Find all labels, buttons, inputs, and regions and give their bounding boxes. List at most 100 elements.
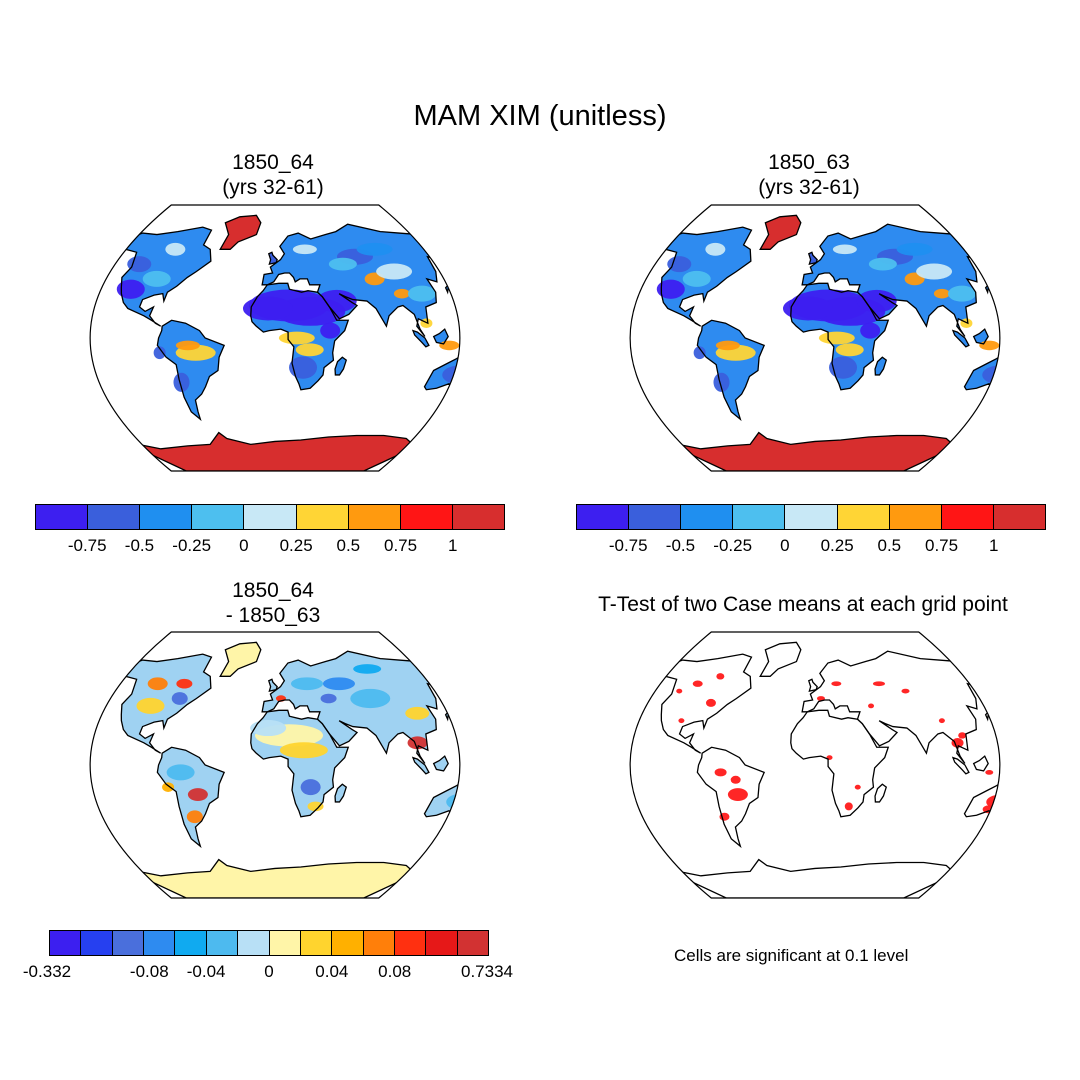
coastline-madagascar	[334, 356, 348, 376]
coastline-japan	[444, 272, 456, 295]
colorbar-tick-label: 0.5	[877, 536, 902, 555]
coastline-japan	[984, 272, 996, 295]
map-panel-ttest	[629, 631, 1040, 899]
map-data-cell	[116, 279, 145, 299]
land-sumatra	[952, 757, 969, 774]
colorbar-swatch	[332, 931, 364, 955]
coastline-northamerica	[638, 226, 753, 327]
map-data-cell	[676, 688, 683, 694]
map-content	[98, 214, 500, 471]
colorbar-swatch	[144, 931, 176, 955]
map-data-cell	[147, 677, 168, 691]
map-data-cell	[279, 742, 328, 759]
colorbar-tick-label: 0	[239, 536, 249, 555]
land-southamerica	[697, 320, 765, 420]
map-coastlines	[638, 641, 1040, 898]
map-data-cell	[730, 775, 741, 784]
map-data-cell	[290, 677, 323, 691]
land-antarctica	[663, 432, 961, 471]
map-data-cell	[307, 801, 324, 812]
panel-1-title-line2: (yrs 32-61)	[222, 176, 324, 199]
colorbar-tick-label: -0.75	[67, 536, 107, 555]
map-coastlines	[98, 641, 460, 898]
panel-3-title: 1850_64 - 1850_63	[123, 578, 423, 628]
coastline-southamerica	[696, 319, 766, 422]
coastline-uk	[807, 251, 818, 265]
map-frame	[629, 631, 1001, 899]
coastline-borneo	[972, 328, 989, 345]
colorbar-swatch	[348, 505, 401, 529]
colorbar-swatch	[140, 505, 193, 529]
colorbar-swatch	[244, 505, 297, 529]
colorbar-swatch	[452, 505, 504, 529]
panel-3-title-line1: 1850_64	[232, 579, 314, 602]
significance-note: Cells are significant at 0.1 level	[674, 946, 909, 965]
map-data-cell	[844, 802, 853, 811]
land-greenland	[760, 215, 801, 250]
land-newzealand	[472, 390, 500, 406]
map-land-fill	[639, 642, 1000, 898]
land-greenland	[220, 215, 261, 250]
map-data-cell	[716, 673, 725, 680]
colorbar-swatch	[300, 931, 333, 955]
map-data-cell	[667, 256, 692, 273]
colorbar-swatch	[394, 931, 427, 955]
land-sumatra	[412, 757, 429, 774]
coastline-uk	[267, 251, 278, 265]
coastline-eurasia	[261, 650, 449, 764]
map-data-cell	[933, 288, 950, 299]
coastline-newzealand	[1012, 817, 1040, 833]
coastline-newguinea	[1006, 339, 1032, 352]
land-greenland	[220, 642, 261, 677]
map-coastlines	[638, 214, 1040, 471]
colorbar-swatch	[296, 505, 349, 529]
map-data-cell	[173, 372, 190, 392]
colorbar-swatch	[681, 505, 734, 529]
panel-4-title-line1: T-Test of two Case means at each grid po…	[598, 593, 1008, 616]
land-newguinea	[466, 339, 492, 352]
land-antarctica	[123, 859, 421, 898]
coastline-madagascar	[874, 356, 888, 376]
coastline-sumatra	[411, 329, 430, 348]
map-data-cell	[320, 322, 341, 339]
map-data-cell	[405, 706, 430, 720]
map-data-cell	[947, 285, 976, 302]
land-antarctica	[123, 432, 421, 471]
map-data-cell	[985, 769, 994, 775]
panel-1-title-line1: 1850_64	[232, 151, 314, 174]
colorbar-tick-label: 0.04	[315, 962, 349, 981]
map-data-cell	[868, 257, 897, 271]
coastline-newzealand	[472, 390, 500, 406]
map-data-cell	[162, 782, 175, 792]
map-data-cell	[958, 732, 967, 739]
map-data-cell	[439, 340, 460, 351]
coastline-southamerica	[156, 746, 226, 849]
map-data-cell	[854, 784, 861, 790]
coastline-greenland	[759, 214, 802, 250]
map-data-cell	[171, 692, 188, 705]
coastline-greenland	[219, 641, 262, 677]
map-data-cell	[938, 718, 945, 724]
colorbar-swatch	[993, 505, 1045, 529]
coastline-madagascar	[874, 783, 888, 803]
coastline-australia	[423, 352, 460, 395]
colorbar-difference	[49, 930, 489, 956]
land-borneo	[973, 756, 989, 771]
colorbar-swatch	[36, 505, 89, 529]
colorbar-swatch	[733, 505, 786, 529]
colorbar-tick-label: -0.25	[713, 536, 753, 555]
map-data-cell	[831, 681, 842, 687]
map-data-cell	[446, 793, 460, 810]
land-borneo	[433, 756, 449, 771]
map-panel-1850-64	[89, 204, 500, 472]
land-borneo	[433, 329, 449, 344]
map-frame	[89, 204, 461, 472]
colorbar-tick-label: 0	[264, 962, 274, 981]
map-data-cell	[835, 343, 864, 357]
coastline-newzealand	[1012, 390, 1040, 406]
map-data-cell	[242, 296, 293, 321]
map-data-cell	[656, 279, 685, 299]
colorbar-swatch	[629, 505, 682, 529]
coastline-southamerica	[696, 746, 766, 849]
colorbar-swatch	[837, 505, 890, 529]
